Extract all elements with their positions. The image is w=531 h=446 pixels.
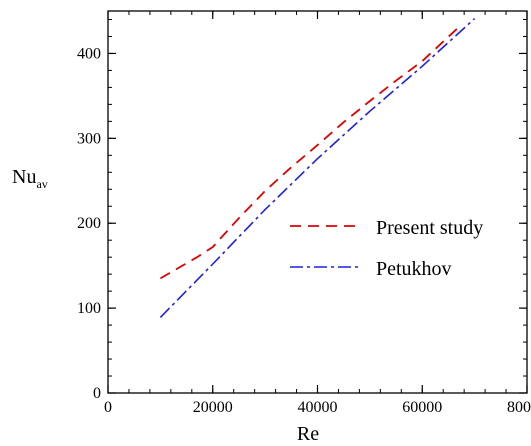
plot-frame bbox=[107, 10, 528, 394]
series-line-petukhov bbox=[159, 18, 476, 318]
y-tick-label: 400 bbox=[77, 45, 101, 62]
x-axis-label: Re bbox=[297, 423, 319, 445]
y-tick-label: 100 bbox=[77, 300, 101, 317]
x-tick-label: 80000 bbox=[507, 399, 531, 416]
y-axis-label-main: Nu bbox=[12, 166, 36, 188]
y-axis-label: Nuav bbox=[12, 166, 48, 191]
tick-labels: 0 20000 40000 60000 80000 0 100 200 300 400 bbox=[77, 45, 531, 416]
y-tick-label: 200 bbox=[77, 215, 101, 232]
x-tick-label: 40000 bbox=[298, 399, 338, 416]
legend-label-present-study: Present study bbox=[376, 217, 483, 239]
y-tick-label: 300 bbox=[77, 130, 101, 147]
x-tick-label: 0 bbox=[104, 399, 112, 416]
x-tick-label: 20000 bbox=[193, 399, 233, 416]
y-tick-label: 0 bbox=[93, 385, 101, 402]
legend-label-petukhov: Petukhov bbox=[376, 258, 452, 280]
y-axis-label-subscript: av bbox=[36, 177, 47, 191]
x-tick-label: 60000 bbox=[402, 399, 442, 416]
axis-ticks bbox=[107, 11, 528, 394]
series-line-present-study bbox=[159, 23, 463, 280]
series-lines bbox=[159, 18, 476, 318]
legend: Present study Petukhov bbox=[290, 217, 483, 280]
